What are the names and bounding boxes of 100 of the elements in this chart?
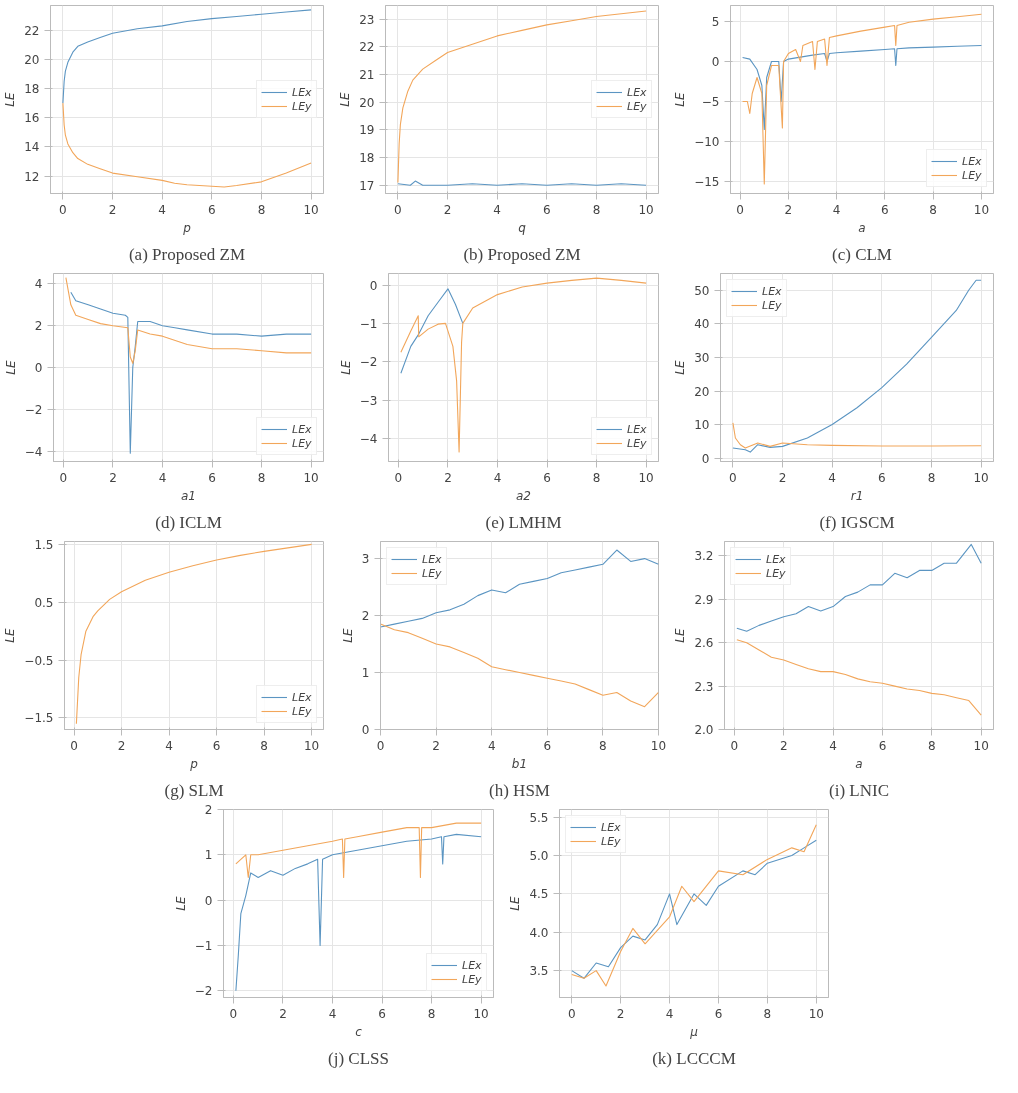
x-axis-title: a — [855, 756, 863, 771]
x-tick-label: 8 — [257, 202, 266, 217]
y-axis-title: LE — [338, 359, 353, 375]
legend-label: LEx — [627, 85, 647, 99]
legend-label: LEx — [766, 552, 786, 566]
line-series — [62, 102, 312, 188]
x-tick-label: 6 — [543, 470, 551, 485]
line-series — [397, 10, 647, 183]
y-axis-title: LE — [338, 91, 353, 107]
x-tick-label: 8 — [257, 470, 266, 485]
y-axis-title: LE — [3, 359, 18, 375]
y-axis-title: LE — [673, 359, 688, 375]
x-tick-label: 2 — [616, 1006, 625, 1021]
x-tick-label: 2 — [108, 202, 117, 217]
text: (f) IGSCM — [819, 512, 895, 532]
line-series — [235, 833, 482, 992]
x-tick-label: 10 — [638, 202, 654, 217]
x-tick-label: 0 — [394, 470, 403, 485]
y-tick-label: −1 — [359, 316, 378, 331]
x-tick-label: 10 — [638, 470, 654, 485]
y-tick-label: 3.2 — [694, 549, 714, 564]
x-tick-label: 0 — [730, 738, 739, 753]
y-axis-title: LE — [508, 895, 523, 911]
x-tick-label: 4 — [158, 202, 167, 217]
y-tick-label: 1 — [361, 666, 370, 681]
x-tick-label: 6 — [208, 470, 216, 485]
text: (d) ICLM — [155, 512, 222, 532]
y-tick-label: 21 — [359, 68, 375, 83]
line-series — [380, 549, 659, 628]
x-tick-label: 8 — [927, 738, 936, 753]
y-tick-label: 2 — [361, 609, 370, 624]
y-axis-title: LE — [673, 91, 688, 107]
legend-label: LEy — [462, 972, 482, 986]
y-tick-label: 14 — [24, 140, 40, 155]
legend-label: LEx — [601, 820, 621, 834]
y-tick-label: 50 — [694, 283, 710, 298]
y-tick-label: 18 — [24, 82, 40, 97]
y-tick-label: 5.0 — [529, 849, 549, 864]
y-tick-label: 0 — [711, 55, 720, 69]
line-series — [742, 13, 982, 185]
x-tick-label: 8 — [592, 202, 601, 217]
x-tick-label: 4 — [487, 738, 496, 753]
y-tick-label: 23 — [359, 12, 375, 27]
y-tick-label: 0 — [369, 278, 378, 293]
y-tick-label: 2.6 — [694, 636, 714, 651]
y-tick-label: −15 — [694, 175, 720, 189]
x-tick-label: 2 — [279, 1006, 287, 1021]
text: (b) Proposed ZM — [463, 244, 581, 264]
y-tick-label: 0 — [361, 723, 370, 737]
y-axis-title: LE — [340, 627, 355, 643]
line-series — [75, 543, 313, 725]
y-tick-label: 30 — [694, 350, 710, 365]
x-tick-label: 2 — [432, 738, 440, 753]
x-tick-label: 8 — [929, 202, 937, 217]
y-tick-label: 0 — [34, 361, 43, 375]
x-axis-title: q — [518, 220, 527, 235]
y-tick-label: −1.5 — [24, 711, 54, 726]
x-tick-label: 2 — [779, 738, 788, 753]
x-tick-label: 10 — [973, 738, 989, 753]
legend-label: LEx — [627, 422, 647, 436]
x-tick-label: 8 — [599, 738, 607, 753]
y-tick-label: 19 — [359, 123, 375, 138]
x-tick-label: 2 — [443, 202, 452, 217]
y-tick-label: 2 — [34, 319, 43, 334]
line-series — [742, 44, 982, 131]
y-tick-label: 4.0 — [529, 925, 549, 940]
legend-label: LEx — [962, 154, 982, 168]
y-tick-label: 2.9 — [694, 592, 714, 607]
y-tick-label: 0 — [204, 893, 213, 908]
x-tick-label: 6 — [378, 1006, 386, 1021]
x-axis-title: a1 — [181, 488, 197, 503]
legend-label: LEy — [627, 436, 647, 450]
x-tick-label: 4 — [665, 1006, 674, 1021]
x-tick-label: 2 — [778, 470, 787, 485]
x-tick-label: 10 — [473, 1006, 489, 1021]
y-axis-title: LE — [173, 895, 188, 911]
x-tick-label: 2 — [109, 470, 117, 485]
x-axis-title: p — [182, 220, 192, 235]
x-axis-title: p — [189, 756, 199, 771]
y-tick-label: 22 — [24, 23, 40, 38]
x-tick-label: 10 — [303, 470, 319, 485]
y-tick-label: −0.5 — [24, 653, 54, 668]
x-tick-label: 10 — [973, 470, 989, 485]
y-tick-label: 22 — [359, 40, 375, 55]
x-tick-label: 6 — [714, 1006, 723, 1021]
x-tick-label: 0 — [70, 738, 78, 753]
y-tick-label: −4 — [359, 431, 378, 446]
x-tick-label: 0 — [59, 202, 67, 217]
legend-label: LEx — [292, 690, 312, 704]
legend-label: LEx — [292, 85, 312, 99]
y-axis-title: LE — [673, 627, 688, 643]
legend-label: LEy — [292, 99, 312, 113]
y-tick-label: 12 — [24, 169, 40, 184]
y-tick-label: −5 — [701, 95, 720, 109]
y-tick-label: −2 — [194, 984, 213, 999]
x-tick-label: 10 — [973, 202, 990, 217]
line-series — [62, 9, 312, 104]
line-series — [736, 639, 982, 716]
line-series — [380, 623, 659, 708]
y-tick-label: 1.5 — [34, 537, 54, 552]
